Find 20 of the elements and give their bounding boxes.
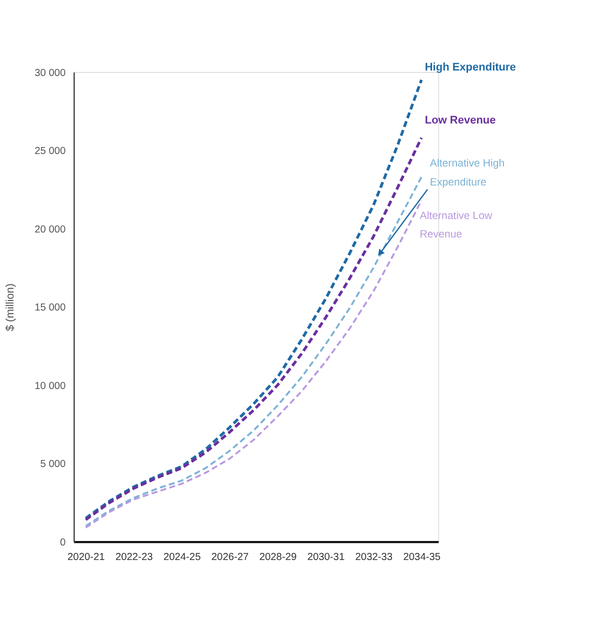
x-tick-label: 2026-27 (211, 552, 250, 563)
series-label: Low Revenue (424, 114, 496, 126)
y-tick-label: 10 000 (34, 380, 66, 392)
y-tick-label: 5 000 (40, 459, 66, 470)
x-tick-label: 2022-23 (115, 552, 154, 563)
y-tick-label: 25 000 (34, 146, 66, 158)
x-tick-label: 2032-33 (355, 552, 393, 563)
series-label: Alternative Low Revenue (420, 210, 492, 241)
y-tick-label: 15 000 (34, 302, 66, 314)
y-tick-label: 30 000 (34, 68, 66, 79)
x-tick-label: 2024-25 (163, 552, 202, 563)
series-label: Alternative High Expenditure (430, 158, 505, 188)
y-tick-label: 20 000 (34, 224, 66, 236)
x-tick-label: 2028-29 (259, 552, 297, 563)
y-tick-label: 0 (60, 537, 66, 548)
x-tick-label: 2020-21 (68, 552, 106, 563)
x-tick-label: 2034-35 (403, 552, 441, 563)
y-axis-title: $ (million) (4, 283, 16, 332)
series-label: High Expenditure (424, 62, 516, 74)
x-tick-label: 2030-31 (307, 552, 345, 563)
